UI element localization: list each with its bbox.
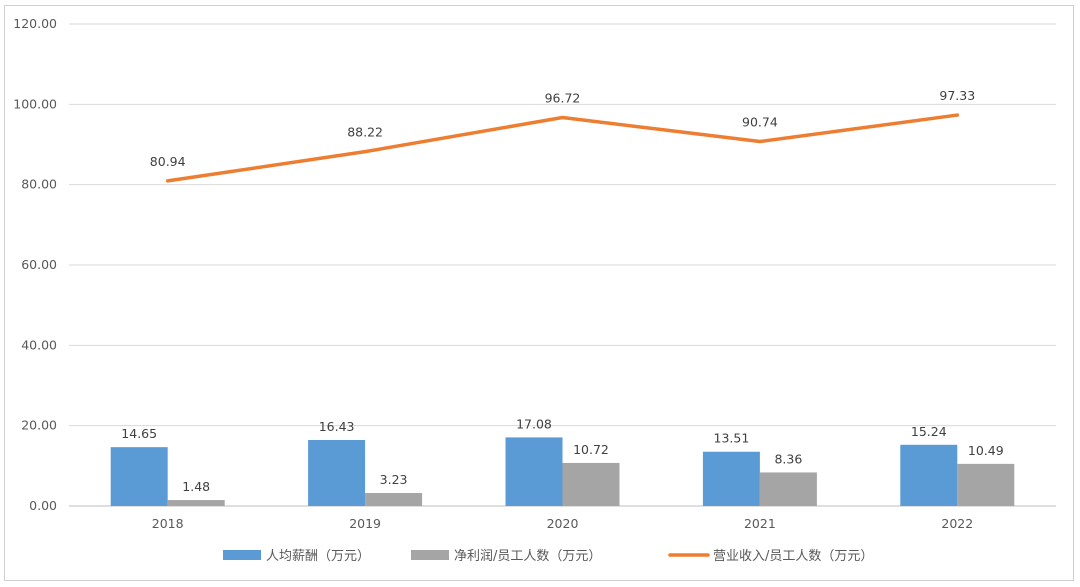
data-labels: 14.65 16.43 17.08 13.51 15.24 1.48 3.23 10.72 8.… [121,88,1003,494]
bar-data-label: 8.36 [774,451,802,466]
line-data-label: 96.72 [545,91,581,106]
bar-data-label: 14.65 [121,426,157,441]
legend: 人均薪酬（万元） 净利润/员工人数（万元） 营业收入/员工人数（万元） [223,549,873,564]
x-tick-label: 2021 [744,516,776,531]
line-series [165,113,960,183]
line-data-label: 97.33 [939,88,975,103]
y-tick-label: 100.00 [13,96,57,111]
gridlines [69,23,1056,507]
bar-data-label: 10.72 [573,442,609,457]
legend-label: 营业收入/员工人数（万元） [713,549,873,564]
y-tick-label: 60.00 [21,257,57,272]
bar-data-label: 3.23 [380,472,408,487]
series-line [165,113,960,183]
combo-chart: 0.00 20.00 40.00 60.00 80.00 100.00 120.00 201… [13,16,1056,564]
x-tick-label: 2018 [152,516,184,531]
bar-data-label: 1.48 [182,479,210,494]
bar [365,493,423,506]
bar [167,500,225,506]
y-tick-label: 80.00 [21,177,57,192]
chart-frame: 0.00 20.00 40.00 60.00 80.00 100.00 120.00 201… [4,5,1074,581]
bar [702,451,760,506]
x-tick-label: 2019 [349,516,381,531]
y-tick-label: 0.00 [29,498,57,513]
x-tick-label: 2020 [547,516,579,531]
x-axis: 2018 2019 2020 2021 2022 [152,516,973,531]
bar [957,463,1015,506]
bar-data-label: 17.08 [516,416,552,431]
bar-data-label: 15.24 [911,424,947,439]
line-data-label: 90.74 [742,115,778,130]
bar [562,462,620,506]
line-data-label: 88.22 [347,125,383,140]
bar-series [110,437,1015,506]
legend-label: 净利润/员工人数（万元） [454,549,601,564]
bar-data-label: 13.51 [714,431,750,446]
y-tick-label: 20.00 [21,418,57,433]
bar [110,447,168,506]
bar [759,472,817,506]
bar-data-label: 16.43 [319,419,355,434]
bar [505,437,563,506]
y-axis: 0.00 20.00 40.00 60.00 80.00 100.00 120.00 [13,16,57,513]
y-tick-label: 120.00 [13,16,57,31]
line-data-label: 80.94 [150,154,186,169]
bar-data-label: 10.49 [968,443,1004,458]
bar [308,440,366,506]
legend-swatch [223,550,261,560]
x-tick-label: 2022 [941,516,973,531]
bar [900,444,958,506]
legend-swatch [411,550,449,560]
y-tick-label: 40.00 [21,337,57,352]
legend-label: 人均薪酬（万元） [266,549,370,564]
